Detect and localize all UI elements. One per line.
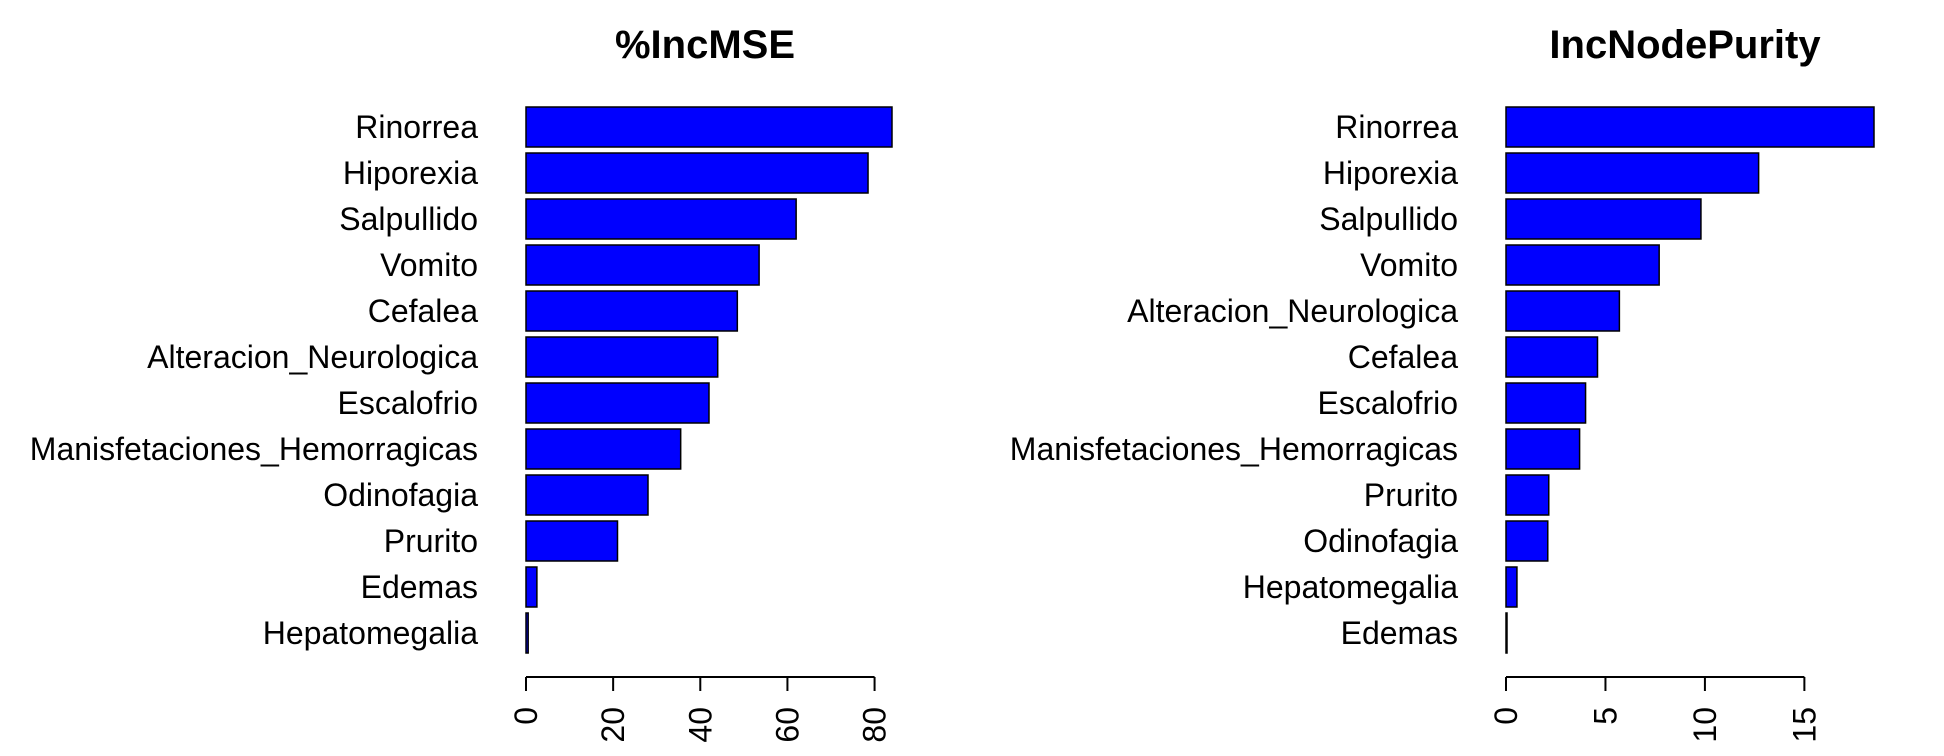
- category-label: Hepatomegalia: [1243, 569, 1458, 605]
- category-label: Cefalea: [368, 293, 479, 329]
- category-label: Edemas: [1341, 615, 1458, 651]
- chart-incnodepurity: IncNodePurity Rinorrea Hiporexia Salpullid…: [1010, 23, 1875, 743]
- bar: [1505, 474, 1550, 516]
- x-tick-label: 0: [1488, 707, 1524, 725]
- category-label: Vomito: [1360, 247, 1458, 283]
- category-label: Hepatomegalia: [263, 615, 478, 651]
- category-label: Edemas: [361, 569, 478, 605]
- category-label: Salpullido: [1319, 201, 1458, 237]
- bar: [1505, 152, 1760, 194]
- bar: [525, 612, 529, 654]
- category-label: Odinofagia: [323, 477, 478, 513]
- bar: [525, 382, 710, 424]
- category-label: Odinofagia: [1303, 523, 1458, 559]
- bar: [525, 152, 869, 194]
- bar: [525, 520, 619, 562]
- bar: [1505, 520, 1549, 562]
- bar: [525, 428, 682, 470]
- chart-incmse: %IncMSE Rinorrea Hiporexia Salpullido Vomit…: [30, 23, 893, 743]
- bar: [1505, 336, 1599, 378]
- bar: [1505, 106, 1875, 148]
- bar: [1505, 612, 1508, 654]
- x-tick-label: 10: [1687, 707, 1723, 743]
- x-tick-label: 15: [1786, 707, 1822, 743]
- bar: [525, 244, 760, 286]
- chart-title: %IncMSE: [615, 23, 795, 67]
- bar: [1505, 198, 1702, 240]
- bar: [525, 198, 797, 240]
- category-label: Vomito: [380, 247, 478, 283]
- bar: [1505, 566, 1518, 608]
- category-label: Hiporexia: [1323, 155, 1458, 191]
- bar: [1505, 382, 1587, 424]
- bar: [1505, 244, 1660, 286]
- bar: [525, 106, 893, 148]
- category-label: Prurito: [1364, 477, 1458, 513]
- bar: [525, 336, 719, 378]
- category-label: Alteracion_Neurologica: [147, 339, 478, 375]
- chart-title: IncNodePurity: [1549, 23, 1821, 67]
- category-label: Cefalea: [1348, 339, 1459, 375]
- category-label: Manisfetaciones_Hemorragicas: [30, 431, 478, 467]
- bar: [1505, 428, 1581, 470]
- x-tick-label: 20: [595, 707, 631, 743]
- category-label: Prurito: [384, 523, 478, 559]
- category-label: Rinorrea: [355, 109, 478, 145]
- category-label: Hiporexia: [343, 155, 478, 191]
- category-label: Alteracion_Neurologica: [1127, 293, 1458, 329]
- x-tick-label: 5: [1587, 707, 1623, 725]
- x-tick-label: 80: [857, 707, 893, 743]
- bar: [525, 290, 739, 332]
- bar: [525, 566, 538, 608]
- bar: [525, 474, 649, 516]
- category-label: Manisfetaciones_Hemorragicas: [1010, 431, 1458, 467]
- category-label: Salpullido: [339, 201, 478, 237]
- x-tick-label: 0: [508, 707, 544, 725]
- x-tick-label: 60: [769, 707, 805, 743]
- bar: [1505, 290, 1621, 332]
- category-label: Escalofrio: [1318, 385, 1459, 421]
- x-tick-label: 40: [682, 707, 718, 743]
- category-label: Escalofrio: [338, 385, 479, 421]
- category-label: Rinorrea: [1335, 109, 1458, 145]
